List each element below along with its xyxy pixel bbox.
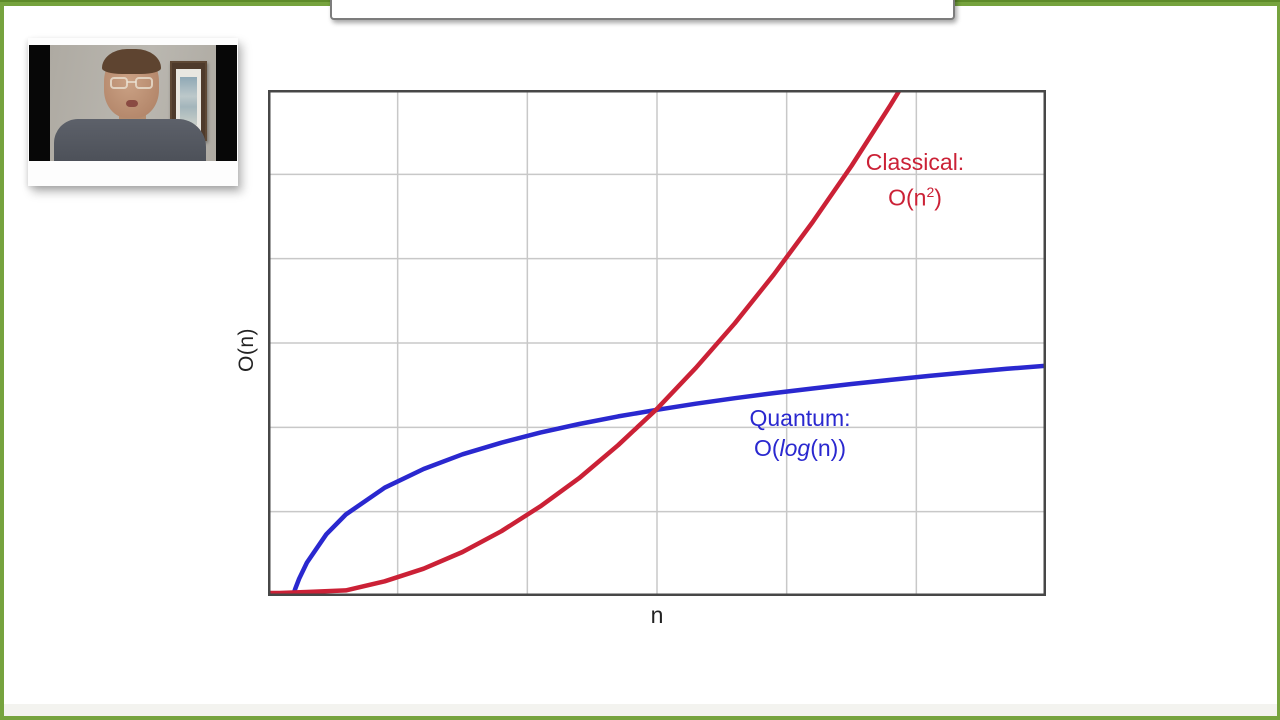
classical-formula-exponent: 2	[926, 184, 935, 200]
picture-art	[180, 77, 197, 125]
webcam-letterbox-left	[29, 45, 50, 161]
webcam-overlay	[28, 38, 238, 186]
quantum-label-line1: Quantum:	[749, 405, 851, 431]
webcam-video	[29, 45, 237, 161]
plot-frame	[268, 90, 1046, 596]
classical-formula-post: )	[934, 184, 942, 211]
chart-plot-svg	[268, 90, 1046, 596]
classical-label-line1: Classical:	[865, 149, 965, 175]
quantum-formula-post: (n))	[810, 435, 847, 461]
title-box	[330, 0, 955, 20]
classical-formula-pre: O(n	[888, 184, 927, 211]
y-axis-label: O(n)	[235, 328, 258, 372]
webcam-image	[50, 45, 216, 161]
presenter-torso	[54, 119, 206, 161]
quantum-label: Quantum: O(log(n))	[705, 403, 895, 463]
x-axis-label: n	[650, 602, 664, 628]
presenter-mouth	[126, 100, 138, 107]
presenter-hair	[102, 49, 161, 74]
quantum-label-formula: O(log(n))	[705, 433, 895, 463]
presenter-head	[102, 49, 161, 118]
series-quantum	[290, 363, 1046, 596]
quantum-formula-log: log	[779, 435, 811, 461]
glasses-bridge	[127, 81, 136, 83]
classical-label-formula: O(n2)	[820, 177, 1010, 213]
chart-plot-area	[268, 90, 1046, 596]
glasses-lens-right	[135, 77, 153, 89]
glasses-icon	[110, 77, 153, 90]
classical-label: Classical: O(n2)	[820, 147, 1010, 213]
webcam-letterbox-right	[216, 45, 237, 161]
slide-bottom-strip	[4, 704, 1277, 716]
series-classical	[268, 90, 902, 596]
quantum-formula-pre: O(	[753, 435, 780, 461]
glasses-lens-left	[110, 77, 128, 89]
